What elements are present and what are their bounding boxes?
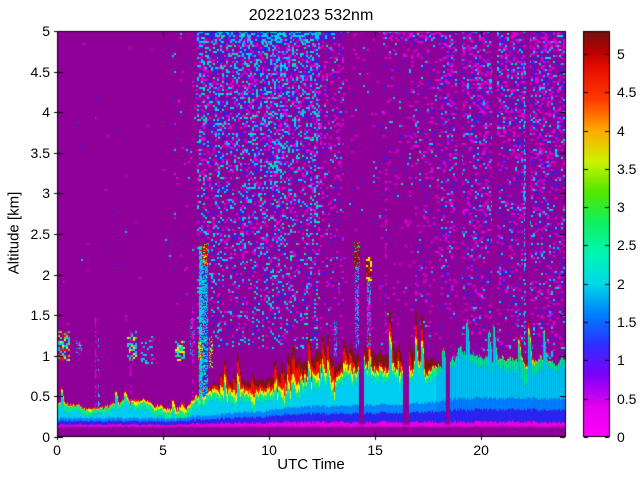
y-tick-label: 1.5	[30, 307, 50, 324]
y-tick-label: 2.5	[30, 226, 50, 242]
colorbar-tick-label: 2	[617, 275, 625, 292]
y-tick-label: 4	[42, 104, 50, 121]
chart-title: 20221023 532nm	[248, 7, 374, 24]
y-tick-label: 1	[42, 347, 50, 364]
x-tick-label: 15	[367, 442, 383, 458]
colorbar-tick-label: 2.5	[617, 237, 637, 254]
y-axis-label: Altitude [km]	[5, 191, 23, 275]
x-tick-label: 10	[261, 442, 277, 458]
colorbar-tick-label: 5	[617, 45, 625, 62]
colorbar-tick-label: 4	[617, 122, 625, 139]
colorbar-tick-label: 3	[617, 199, 625, 216]
y-tick-label: 3	[42, 185, 50, 202]
x-axis-label: UTC Time	[277, 456, 345, 473]
y-tick-label: 0	[42, 429, 50, 445]
colorbar-tick-label: 0	[617, 429, 625, 445]
y-tick-label: 2	[42, 266, 50, 283]
colorbar-tick-label: 0.5	[617, 390, 637, 407]
colorbar-tick-label: 1	[617, 352, 625, 369]
x-tick-label: 0	[53, 442, 61, 458]
y-tick-label: 3.5	[30, 144, 50, 161]
colorbar-tick-label: 4.5	[617, 84, 637, 101]
colorbar-tick-label: 3.5	[617, 160, 637, 177]
y-tick-label: 0.5	[30, 388, 50, 405]
colorbar-tick-label: 1.5	[617, 314, 637, 331]
x-tick-label: 20	[473, 442, 489, 458]
y-tick-label: 4.5	[30, 63, 50, 80]
y-tick-label: 5	[42, 23, 50, 39]
x-tick-label: 5	[159, 442, 167, 458]
